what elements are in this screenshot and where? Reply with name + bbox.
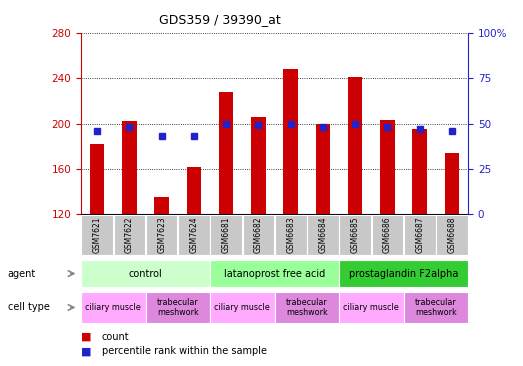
FancyBboxPatch shape <box>339 261 468 287</box>
Bar <box>348 77 362 214</box>
Bar <box>445 153 459 214</box>
Text: GSM6685: GSM6685 <box>351 217 360 254</box>
Text: control: control <box>129 269 163 279</box>
FancyBboxPatch shape <box>339 215 371 255</box>
FancyBboxPatch shape <box>81 292 145 323</box>
FancyBboxPatch shape <box>81 261 210 287</box>
FancyBboxPatch shape <box>275 292 339 323</box>
FancyBboxPatch shape <box>307 215 339 255</box>
Bar <box>122 121 137 214</box>
FancyBboxPatch shape <box>178 215 210 255</box>
Text: trabecular
meshwork: trabecular meshwork <box>157 298 199 317</box>
Text: trabecular
meshwork: trabecular meshwork <box>415 298 457 317</box>
FancyBboxPatch shape <box>82 215 113 255</box>
Text: GSM6681: GSM6681 <box>222 217 231 253</box>
FancyBboxPatch shape <box>243 215 274 255</box>
Bar <box>283 69 298 214</box>
Text: ciliary muscle: ciliary muscle <box>214 303 270 312</box>
Text: ■: ■ <box>81 346 92 356</box>
Text: trabecular
meshwork: trabecular meshwork <box>286 298 328 317</box>
FancyBboxPatch shape <box>146 215 177 255</box>
Text: GSM7622: GSM7622 <box>125 217 134 253</box>
Bar <box>219 92 233 214</box>
Text: agent: agent <box>8 269 36 279</box>
Bar <box>90 144 105 214</box>
Text: ciliary muscle: ciliary muscle <box>85 303 141 312</box>
FancyBboxPatch shape <box>404 292 468 323</box>
Bar <box>413 129 427 214</box>
Text: GSM6684: GSM6684 <box>319 217 327 254</box>
Text: GSM6686: GSM6686 <box>383 217 392 254</box>
Bar <box>316 124 330 214</box>
Text: GDS359 / 39390_at: GDS359 / 39390_at <box>159 13 280 26</box>
Text: count: count <box>102 332 130 342</box>
FancyBboxPatch shape <box>210 292 275 323</box>
FancyBboxPatch shape <box>210 261 339 287</box>
Text: latanoprost free acid: latanoprost free acid <box>224 269 325 279</box>
Text: percentile rank within the sample: percentile rank within the sample <box>102 346 267 356</box>
Text: GSM6683: GSM6683 <box>286 217 295 254</box>
FancyBboxPatch shape <box>372 215 403 255</box>
FancyBboxPatch shape <box>210 215 242 255</box>
Text: GSM7623: GSM7623 <box>157 217 166 254</box>
Bar <box>380 120 395 214</box>
FancyBboxPatch shape <box>404 215 436 255</box>
Text: GSM7624: GSM7624 <box>189 217 198 254</box>
Text: ciliary muscle: ciliary muscle <box>344 303 399 312</box>
Text: ■: ■ <box>81 332 92 342</box>
FancyBboxPatch shape <box>436 215 468 255</box>
Text: GSM6688: GSM6688 <box>448 217 457 253</box>
FancyBboxPatch shape <box>339 292 404 323</box>
Text: GSM6682: GSM6682 <box>254 217 263 253</box>
Bar <box>187 167 201 214</box>
Text: cell type: cell type <box>8 302 50 313</box>
Text: GSM7621: GSM7621 <box>93 217 101 253</box>
Bar <box>154 197 169 214</box>
FancyBboxPatch shape <box>113 215 145 255</box>
FancyBboxPatch shape <box>275 215 306 255</box>
Bar <box>251 117 266 214</box>
Text: GSM6687: GSM6687 <box>415 217 424 254</box>
FancyBboxPatch shape <box>145 292 210 323</box>
Text: prostaglandin F2alpha: prostaglandin F2alpha <box>349 269 458 279</box>
